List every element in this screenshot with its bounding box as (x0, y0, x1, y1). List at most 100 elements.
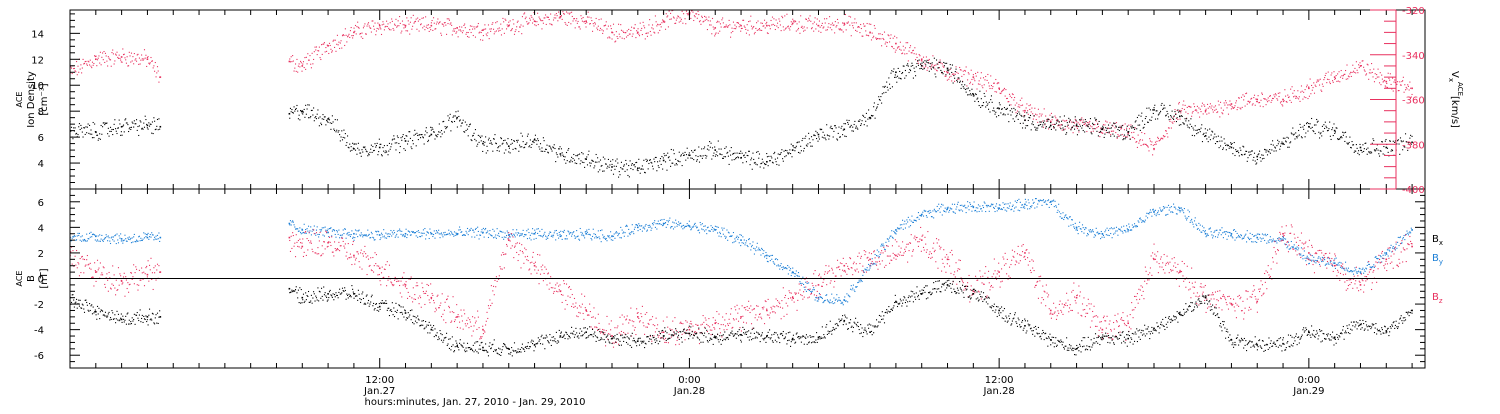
vx-series-dot (1177, 118, 1179, 121)
density-series-dot (597, 157, 599, 159)
vx-series-dot (708, 16, 710, 18)
vx-series-dot (1180, 112, 1182, 114)
density-series-dot (1177, 109, 1179, 111)
density-series-dot (137, 125, 139, 128)
by-series-dot (156, 238, 158, 240)
density-series-dot (992, 110, 994, 112)
vx-series-dot (879, 33, 881, 35)
vx-series-dot (431, 19, 433, 22)
vx-series-dot (917, 62, 920, 64)
vx-series-dot (315, 46, 318, 48)
density-series-dot (143, 122, 145, 124)
vx-series-dot (1246, 103, 1248, 105)
vx-series-dot (1145, 143, 1147, 145)
by-series-dot (759, 249, 761, 251)
by-series-dot (486, 231, 488, 233)
vx-series-dot (1310, 93, 1312, 95)
vx-series-dot (81, 67, 83, 69)
vx-series-dot (130, 61, 132, 63)
vx-series-dot (1092, 130, 1094, 132)
vx-series-dot (129, 55, 131, 57)
density-series-dot (291, 109, 293, 111)
density-series-point (533, 138, 536, 141)
vx-series-dot (982, 87, 984, 89)
by-series-dot (632, 231, 634, 233)
density-series-dot (365, 150, 367, 152)
vx-series-dot (979, 83, 981, 85)
by-series-dot (972, 205, 974, 207)
density-series-dot (445, 128, 447, 130)
density-series-dot (636, 161, 638, 163)
density-series-dot (1251, 150, 1253, 152)
by-series-dot (1231, 236, 1233, 238)
density-series-dot (887, 89, 889, 91)
by-series-dot (1094, 234, 1096, 236)
density-series-dot (688, 152, 690, 154)
by-series-dot (913, 219, 915, 221)
vx-series-dot (685, 10, 688, 12)
density-series-dot (813, 134, 815, 136)
vx-series-dot (156, 66, 159, 68)
vx-series-dot (148, 62, 150, 64)
density-series-dot (1316, 118, 1318, 121)
vx-series-dot (725, 24, 727, 26)
vx-series-dot (732, 21, 735, 23)
vx-series-dot (1020, 104, 1022, 107)
vx-series-dot (1029, 104, 1032, 106)
by-series-dot (365, 235, 367, 237)
vx-series-dot (1147, 146, 1149, 148)
density-series-dot (578, 153, 581, 155)
by-series-dot (1062, 212, 1064, 214)
density-series-dot (456, 118, 458, 120)
by-series-dot (1218, 232, 1220, 234)
vx-series-dot (550, 23, 552, 25)
density-series-dot (1165, 114, 1167, 116)
vx-series-dot (311, 52, 313, 54)
vx-series-dot (495, 22, 497, 24)
by-series-dot (692, 226, 694, 228)
density-series-dot (1050, 122, 1052, 124)
vx-series-dot (467, 31, 469, 34)
by-series-dot (409, 234, 411, 236)
vx-series-dot (151, 60, 153, 62)
vx-series-dot (391, 18, 393, 20)
by-series-dot (943, 210, 945, 212)
by-series-dot (597, 236, 599, 239)
vx-series-dot (456, 31, 458, 33)
density-series-dot (935, 76, 937, 78)
by-series-dot (289, 220, 292, 222)
density-series-dot (1261, 154, 1263, 156)
by-series-dot (1007, 203, 1009, 205)
by-series-dot (396, 230, 398, 232)
vx-series-dot (147, 56, 149, 58)
density-series-dot (369, 151, 371, 153)
density-series-dot (1071, 126, 1073, 128)
density-series-point (288, 112, 291, 115)
by-series-dot (1064, 215, 1066, 217)
density-series-dot (693, 159, 695, 161)
vx-series-dot (614, 41, 616, 43)
vx-series-dot (874, 27, 876, 29)
vx-series-dot (669, 18, 671, 20)
vx-series-dot (1378, 82, 1381, 84)
density-series-dot (392, 138, 394, 140)
density-series-dot (454, 115, 456, 117)
by-series-dot (1088, 229, 1090, 231)
density-series-dot (988, 101, 990, 103)
by-series-dot (1268, 241, 1270, 244)
vx-series-dot (813, 21, 815, 23)
vx-series-dot (1245, 93, 1247, 95)
density-series-dot (1189, 123, 1191, 125)
by-series-dot (1170, 206, 1172, 208)
vx-series-dot (365, 33, 367, 35)
vx-series-dot (291, 61, 293, 63)
vx-series-dot (1083, 123, 1085, 125)
density-series-dot (670, 148, 672, 151)
density-series-dot (846, 119, 848, 121)
density-series-dot (963, 87, 965, 89)
vx-series-dot (1178, 103, 1180, 105)
by-series-dot (1022, 207, 1024, 209)
vx-series-dot (494, 31, 496, 33)
by-series-dot (771, 254, 774, 256)
density-series-dot (711, 158, 713, 160)
